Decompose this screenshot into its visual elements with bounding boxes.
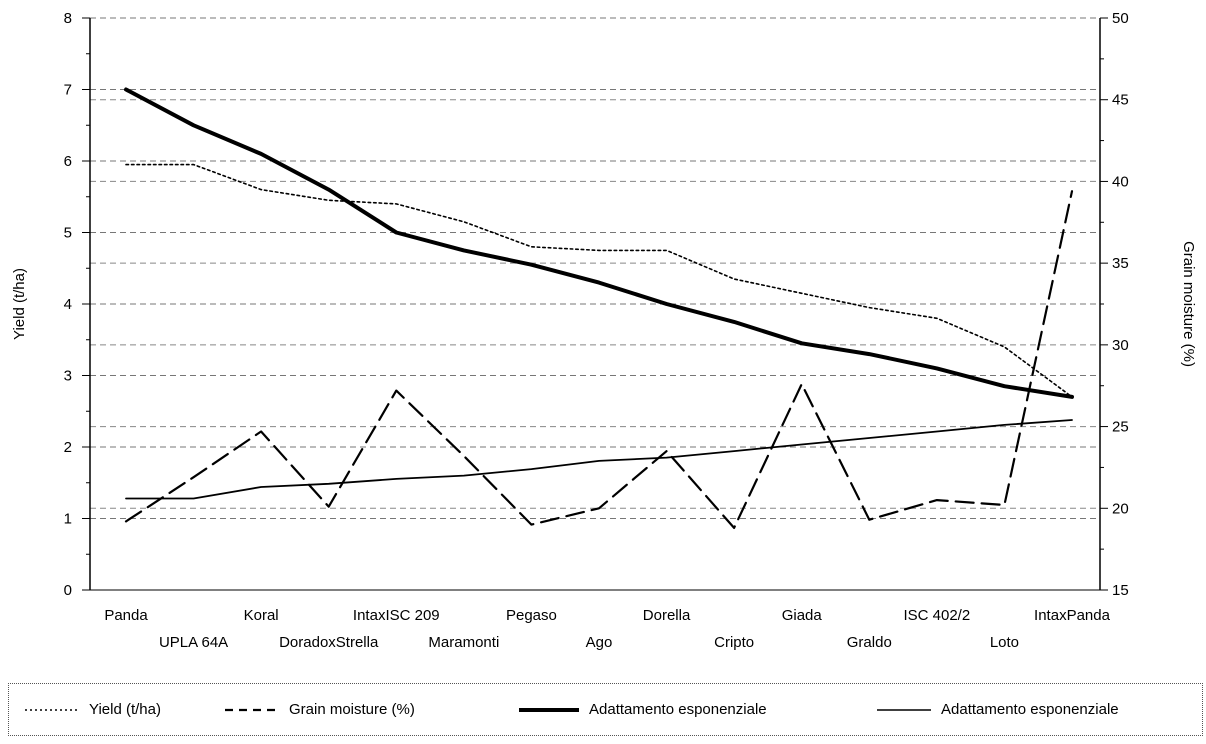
left-tick-label: 1 [64,511,72,528]
legend: Yield (t/ha) Grain moisture (%) Adattame… [8,683,1203,736]
right-tick-label: 20 [1112,500,1129,517]
legend-swatch-dashed [225,708,279,711]
x-tick-label: Ago [586,634,613,651]
x-tick-label: Maramonti [428,634,499,651]
x-tick-label: ISC 402/2 [903,607,970,624]
series-line-dashed [124,190,1074,530]
x-tick-label: Pegaso [506,607,557,624]
y-left-axis-title: Yield (t/ha) [11,268,28,340]
legend-swatch-thick [519,707,579,712]
legend-swatch-thin [877,708,931,711]
left-tick-label: 6 [64,153,72,170]
x-tick-label: UPLA 64A [159,634,228,651]
right-tick-label: 15 [1112,582,1129,599]
x-tick-label: Dorella [643,607,691,624]
legend-label-yield: Yield (t/ha) [89,701,161,718]
series-line-dotted [125,163,1073,398]
x-tick-label: Giada [782,607,823,624]
series-line-thin [125,419,1073,500]
left-axis-ticks: 0 1 2 3 4 5 6 7 8 [64,10,90,599]
left-tick-label: 3 [64,368,72,385]
series-group [124,87,1074,530]
right-tick-label: 30 [1112,337,1129,354]
right-tick-label: 45 [1112,92,1129,109]
left-tick-label: 2 [64,439,72,456]
x-tick-label: IntaxISC 209 [353,607,440,624]
x-tick-label: Panda [104,607,148,624]
x-tick-label: Graldo [847,634,892,651]
x-tick-label: Loto [990,634,1019,651]
series-line-thick [124,87,1074,399]
left-tick-label: 7 [64,82,72,99]
legend-item-fit-thick: Adattamento esponenziale [519,684,767,735]
legend-label-moisture: Grain moisture (%) [289,701,415,718]
legend-label-fit-thin: Adattamento esponenziale [941,701,1119,718]
left-tick-label: 8 [64,10,72,27]
x-tick-label: Cripto [714,634,754,651]
left-tick-label: 4 [64,296,72,313]
legend-item-fit-thin: Adattamento esponenziale [877,684,1119,735]
right-tick-label: 40 [1112,173,1129,190]
left-tick-label: 5 [64,225,72,242]
x-tick-label: DoradoxStrella [279,634,379,651]
legend-label-fit-thick: Adattamento esponenziale [589,701,767,718]
legend-swatch-dotted [25,708,79,711]
right-tick-label: 25 [1112,419,1129,436]
y-right-axis-title: Grain moisture (%) [1180,241,1197,367]
right-axis-ticks: 15 20 25 30 35 40 45 50 [1100,10,1129,599]
legend-item-yield: Yield (t/ha) [25,684,161,735]
legend-item-moisture: Grain moisture (%) [225,684,415,735]
x-tick-label: IntaxPanda [1034,607,1111,624]
right-tick-label: 50 [1112,10,1129,27]
x-tick-label: Koral [244,607,279,624]
grid-lines [90,17,1100,519]
right-tick-label: 35 [1112,255,1129,272]
left-tick-label: 0 [64,582,72,599]
